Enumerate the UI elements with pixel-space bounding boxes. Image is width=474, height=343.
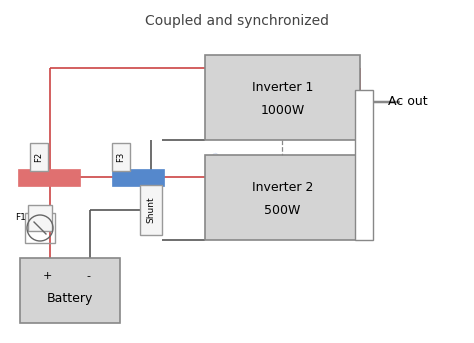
Text: Coupled and synchronized: Coupled and synchronized bbox=[145, 14, 329, 28]
Text: Inverter 1: Inverter 1 bbox=[252, 81, 313, 94]
Bar bbox=[18, 169, 80, 186]
Bar bbox=[28, 205, 52, 231]
Bar bbox=[25, 213, 55, 243]
Text: Ac out: Ac out bbox=[388, 95, 428, 108]
Text: F2: F2 bbox=[35, 152, 44, 162]
Bar bbox=[205, 155, 360, 240]
Text: F3: F3 bbox=[117, 152, 126, 162]
Bar bbox=[20, 258, 120, 323]
Text: Cleversolarpower.com: Cleversolarpower.com bbox=[207, 152, 313, 218]
Text: Inverter 2: Inverter 2 bbox=[252, 181, 313, 194]
Text: Shunt: Shunt bbox=[146, 197, 155, 223]
Bar bbox=[112, 169, 164, 186]
Bar bbox=[112, 143, 130, 171]
Text: +: + bbox=[42, 271, 52, 281]
Text: 500W: 500W bbox=[264, 204, 301, 217]
Text: -: - bbox=[86, 271, 90, 281]
Bar bbox=[140, 185, 162, 235]
Bar bbox=[30, 143, 48, 171]
Text: F1: F1 bbox=[15, 213, 26, 223]
Text: 1000W: 1000W bbox=[260, 104, 305, 117]
Bar bbox=[205, 55, 360, 140]
Bar bbox=[355, 90, 373, 240]
Text: Battery: Battery bbox=[47, 292, 93, 305]
